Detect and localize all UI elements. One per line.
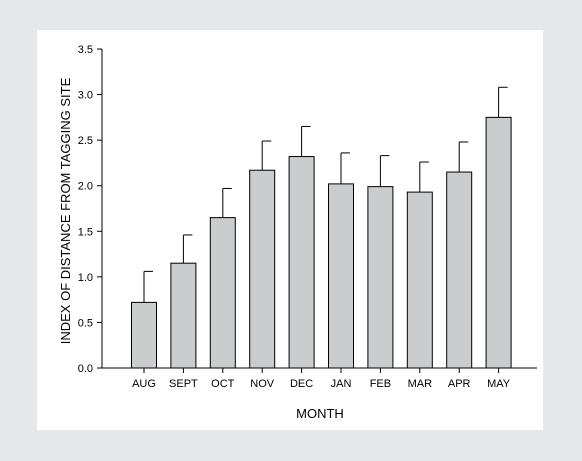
bar-oct [209,217,236,369]
x-tick-label: FEB [370,378,391,390]
y-tick-label: 3.5 [78,44,93,56]
bar-nov [249,169,276,369]
bar-mar [406,191,433,369]
y-tick-label: 1.0 [78,272,93,284]
x-tick-label: OCT [211,378,235,390]
y-axis-title: INDEX OF DISTANCE FROM TAGGING SITE [58,77,73,344]
bar-may [485,116,512,369]
x-tick-label: DEC [290,378,313,390]
bar-aug [131,301,157,369]
y-tick-label: 3.0 [78,90,93,102]
chart-bars [131,116,512,369]
y-tick-label: 2.0 [78,181,93,193]
x-tick-label: MAY [487,378,511,390]
x-axis-ticks: AUG SEPT OCT NOV DEC JAN FEB MAR APR MAY [132,368,511,390]
bar-feb [367,186,394,369]
y-tick-label: 0.5 [78,317,93,329]
x-tick-label: AUG [132,378,156,390]
x-tick-label: APR [448,378,471,390]
bar-dec [288,156,315,369]
bar-apr [446,171,473,369]
chart-error-bars [143,86,508,303]
x-tick-label: SEPT [169,378,198,390]
y-axis-ticks: 0.0 0.5 1.0 1.5 2.0 2.5 3.0 3.5 [78,44,102,375]
bar-jan [328,183,354,369]
x-tick-label: MAR [408,378,433,390]
x-tick-label: JAN [331,378,352,390]
y-tick-label: 0.0 [78,363,93,375]
y-tick-label: 1.5 [78,226,93,238]
bar-sept [170,262,197,369]
x-axis-title: MONTH [296,406,344,421]
y-tick-label: 2.5 [78,135,93,147]
x-tick-label: NOV [250,378,275,390]
